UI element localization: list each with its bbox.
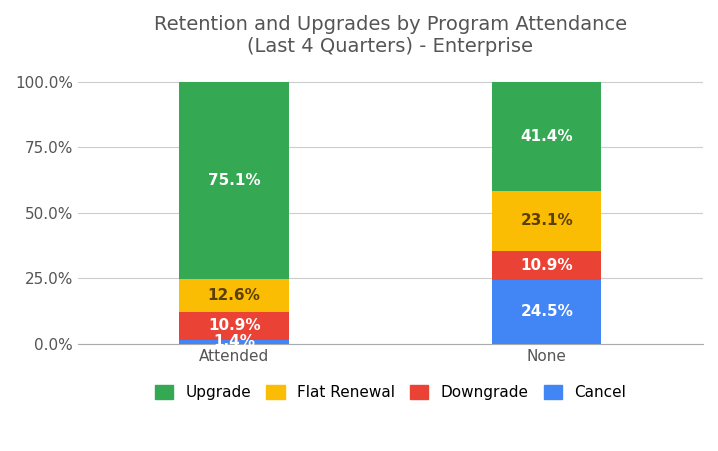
Bar bbox=[180, 340, 289, 344]
Text: 24.5%: 24.5% bbox=[521, 304, 573, 319]
Text: 12.6%: 12.6% bbox=[208, 288, 261, 303]
Bar bbox=[492, 280, 602, 344]
Bar bbox=[180, 82, 289, 279]
Text: 23.1%: 23.1% bbox=[521, 213, 573, 228]
Bar bbox=[180, 279, 289, 312]
Text: 10.9%: 10.9% bbox=[521, 258, 573, 273]
Bar bbox=[492, 82, 602, 190]
Legend: Upgrade, Flat Renewal, Downgrade, Cancel: Upgrade, Flat Renewal, Downgrade, Cancel bbox=[149, 379, 633, 406]
Bar bbox=[180, 312, 289, 340]
Text: 10.9%: 10.9% bbox=[208, 318, 261, 333]
Title: Retention and Upgrades by Program Attendance
(Last 4 Quarters) - Enterprise: Retention and Upgrades by Program Attend… bbox=[154, 15, 627, 56]
Text: 1.4%: 1.4% bbox=[213, 335, 255, 350]
Text: 41.4%: 41.4% bbox=[521, 129, 573, 144]
Bar bbox=[492, 190, 602, 251]
Bar bbox=[492, 251, 602, 280]
Text: 75.1%: 75.1% bbox=[208, 173, 261, 188]
